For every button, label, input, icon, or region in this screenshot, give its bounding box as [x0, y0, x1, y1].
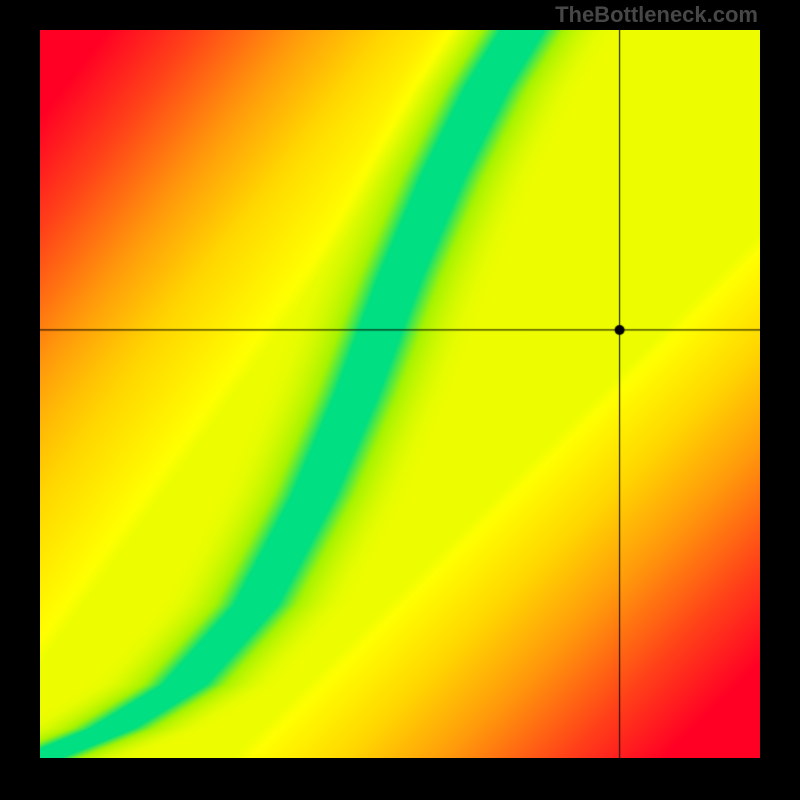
watermark-text: TheBottleneck.com [555, 2, 758, 28]
plot-area [40, 30, 760, 758]
chart-container: TheBottleneck.com [0, 0, 800, 800]
heatmap-canvas [40, 30, 760, 758]
